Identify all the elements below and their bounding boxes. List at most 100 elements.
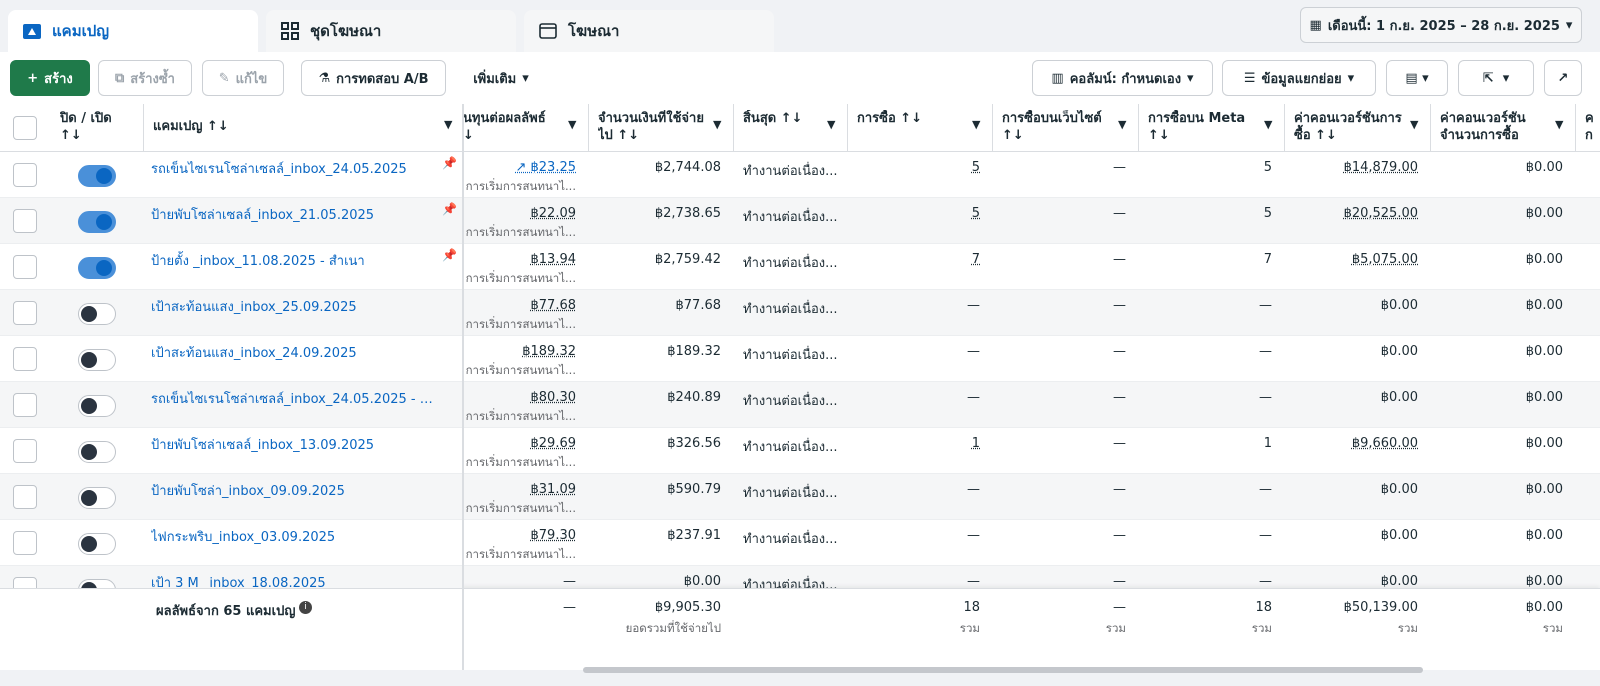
checkbox[interactable] xyxy=(13,163,37,187)
cell-conv: ฿14,879.00 xyxy=(1343,160,1418,175)
row-bg xyxy=(0,290,462,336)
campaign-name[interactable]: รถเข็นไซเรนโซล่าเซลล์_inbox_24.05.2025 -… xyxy=(151,392,446,407)
toggle[interactable] xyxy=(78,533,116,555)
cost-sub: การเริ่มการสนทนาไ... xyxy=(465,271,576,285)
cell-end: ทำงานต่อเนื่อง... xyxy=(743,210,838,225)
cell-spent: ฿590.79 xyxy=(667,482,721,497)
more-button[interactable]: เพิ่มเติม ▾ xyxy=(460,60,542,96)
toggle[interactable] xyxy=(78,441,116,463)
cell-spent: ฿240.89 xyxy=(667,390,721,405)
toggle-knob xyxy=(81,352,97,368)
campaign-name[interactable]: ป้ายพับโซล่าเซลล์_inbox_21.05.2025 xyxy=(151,208,375,223)
tab-campaigns[interactable]: แคมเปญ xyxy=(8,10,258,52)
checkbox[interactable] xyxy=(13,347,37,371)
sort-caret: ▼ xyxy=(1555,118,1564,131)
chart-button[interactable]: ↗ xyxy=(1544,60,1582,96)
column-header[interactable]: การซื้อบนเว็บไซต์ ↑↓ xyxy=(1002,111,1102,143)
column-header[interactable]: จำนวนเงินที่ใช้จ่ายไป ↑↓ xyxy=(598,111,704,143)
column-header[interactable]: การซื้อบน Meta ↑↓ xyxy=(1148,111,1246,143)
sort-caret: ▼ xyxy=(972,118,981,131)
cost-sub: การเริ่มการสนทนาไ... xyxy=(465,317,576,331)
cell-spent: ฿2,738.65 xyxy=(654,206,721,221)
cell-spent: ฿2,759.42 xyxy=(654,252,721,267)
column-header[interactable]: สิ้นสุด ↑↓ xyxy=(743,111,803,126)
toggle[interactable] xyxy=(78,395,116,417)
cell-cost: — xyxy=(563,574,576,589)
campaign-name[interactable]: เป้าสะท้อนแสง_inbox_25.09.2025 xyxy=(151,300,357,315)
footer-spent: ฿9,905.30 xyxy=(654,600,721,615)
duplicate-button[interactable]: ⧉ สร้างซ้ำ xyxy=(98,60,192,96)
tab-ads[interactable]: โฆษณา xyxy=(524,10,774,52)
label: สร้างซ้ำ xyxy=(130,71,175,87)
checkbox[interactable] xyxy=(13,531,37,555)
cell-conv: ฿20,525.00 xyxy=(1343,206,1418,221)
cell-meta: — xyxy=(1259,528,1272,543)
cell-purchases: — xyxy=(967,298,980,313)
column-header[interactable]: ค่าคอนเวอร์ชันการซื้อ ↑↓ xyxy=(1294,111,1402,143)
cell-cost: ↗ ฿23.25 xyxy=(515,160,576,175)
toggle[interactable] xyxy=(78,257,116,279)
tab-adsets[interactable]: ชุดโฆษณา xyxy=(266,10,516,52)
column-header[interactable]: การซื้อ ↑↓ xyxy=(857,111,923,126)
column-divider xyxy=(992,104,993,152)
checkbox[interactable] xyxy=(13,116,37,140)
date-picker[interactable]: ▦ เดือนนี้: 1 ก.ย. 2025 – 28 ก.ย. 2025 ▾ xyxy=(1300,7,1582,43)
checkbox[interactable] xyxy=(13,255,37,279)
checkbox[interactable] xyxy=(13,439,37,463)
sort-caret: ▼ xyxy=(444,118,453,131)
column-header[interactable]: นทุนต่อผลลัพธ์ ↓ xyxy=(463,111,546,143)
cost-sub: การเริ่มการสนทนาไ... xyxy=(465,455,576,469)
scrollbar[interactable] xyxy=(583,667,1423,673)
column-header[interactable]: ค ก xyxy=(1585,111,1594,143)
toggle[interactable] xyxy=(78,303,116,325)
campaign-name[interactable]: ป้ายพับโซล่า_inbox_09.09.2025 xyxy=(151,484,345,499)
cell-web: — xyxy=(1113,298,1126,313)
campaign-name[interactable]: เป้าสะท้อนแสง_inbox_24.09.2025 xyxy=(151,346,357,361)
column-header[interactable]: แคมเปญ ↑↓ xyxy=(153,119,229,134)
ab-test-button[interactable]: ⚗ การทดสอบ A/B xyxy=(301,60,446,96)
columns-button[interactable]: ▥ คอลัมน์: กำหนดเอง ▾ xyxy=(1032,60,1213,96)
column-divider xyxy=(588,104,589,152)
cost-sub: การเริ่มการสนทนาไ... xyxy=(465,547,576,561)
column-header[interactable]: ค่าคอนเวอร์ชันจำนวนการซื้อบน... xyxy=(1440,111,1526,148)
campaign-name[interactable]: ไฟกระพริบ_inbox_03.09.2025 xyxy=(151,530,336,545)
checkbox[interactable] xyxy=(13,485,37,509)
footer-sub: รวม xyxy=(959,621,980,635)
toggle[interactable] xyxy=(78,211,116,233)
create-button[interactable]: + สร้าง xyxy=(10,60,90,96)
cell-cost: ฿77.68 xyxy=(530,298,577,313)
toggle-knob xyxy=(96,214,112,230)
breakdown-button[interactable]: ☰ ข้อมูลแยกย่อย ▾ xyxy=(1222,60,1376,96)
reports-button[interactable]: ▤ ▾ xyxy=(1386,60,1448,96)
footer-sub: รวม xyxy=(1251,621,1272,635)
campaign-name[interactable]: ป้ายตั้ง _inbox_11.08.2025 - สำเนา xyxy=(151,254,365,269)
cell-conv2: ฿0.00 xyxy=(1525,482,1563,497)
cell-meta: 5 xyxy=(1263,206,1272,221)
footer-bg xyxy=(0,588,462,670)
checkbox[interactable] xyxy=(13,209,37,233)
info-icon[interactable]: i xyxy=(299,601,312,614)
campaign-name[interactable]: ป้ายพับโซล่าเซลล์_inbox_13.09.2025 xyxy=(151,438,375,453)
sort-caret: ▼ xyxy=(1264,118,1273,131)
cell-meta: — xyxy=(1259,298,1272,313)
toggle[interactable] xyxy=(78,349,116,371)
label: คอลัมน์: กำหนดเอง xyxy=(1069,71,1182,87)
footer-web: — xyxy=(1113,600,1126,615)
footer-label: ผลลัพธ์จาก 65 แคมเปญ xyxy=(156,604,296,619)
toggle[interactable] xyxy=(78,487,116,509)
cell-conv2: ฿0.00 xyxy=(1525,574,1563,589)
cell-conv2: ฿0.00 xyxy=(1525,528,1563,543)
table: ↗ ฿23.25 การเริ่มการสนทนาไ... ฿2,744.08 ทำง… xyxy=(0,104,1600,670)
campaign-name[interactable]: รถเข็นไซเรนโซล่าเซลล์_inbox_24.05.2025 xyxy=(151,162,407,177)
cell-conv2: ฿0.00 xyxy=(1525,436,1563,451)
column-header[interactable]: ปิด / เปิด ↑↓ xyxy=(60,111,112,143)
cell-cost: ฿22.09 xyxy=(530,206,577,221)
checkbox[interactable] xyxy=(13,301,37,325)
checkbox[interactable] xyxy=(13,393,37,417)
column-divider xyxy=(1284,104,1285,152)
export-button[interactable]: ⇱ ▾ xyxy=(1458,60,1534,96)
sort-caret: ▼ xyxy=(827,118,836,131)
toggle[interactable] xyxy=(78,165,116,187)
cell-purchases: 5 xyxy=(971,206,980,221)
edit-button[interactable]: ✎ แก้ไข xyxy=(202,60,284,96)
